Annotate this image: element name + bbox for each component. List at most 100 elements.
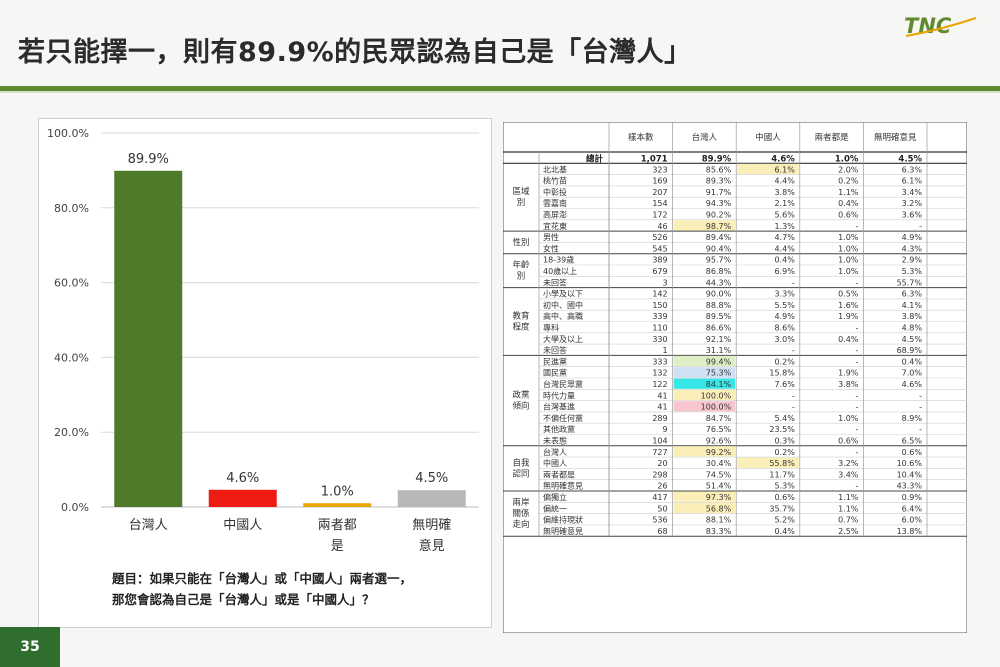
table-cell: 5.6% (774, 211, 795, 220)
table-cell: 339 (652, 312, 667, 321)
table-cell: 142 (652, 290, 667, 299)
highlight-cell (673, 491, 736, 502)
row-label: 雲嘉南 (543, 198, 567, 208)
bar (397, 490, 466, 507)
table-cell: 679 (652, 267, 667, 276)
table-cell: 3.0% (774, 335, 795, 344)
row-label: 無明確意見 (543, 481, 583, 491)
column-header: 兩者都是 (815, 133, 850, 143)
total-cell: 89.9% (702, 154, 732, 164)
row-label: 無明確意見 (543, 526, 583, 536)
row-label: 台灣人 (543, 447, 567, 457)
survey-question: 題目：如果只能在「台灣人」或「中國人」兩者選一， 那您會認為自己是「台灣人」或是… (112, 568, 412, 610)
table-cell: 536 (652, 516, 667, 525)
table-cell: 88.8% (706, 301, 732, 310)
table-cell: 3.6% (902, 211, 923, 220)
table-cell: 333 (652, 357, 667, 366)
table-cell: 1.9% (838, 369, 859, 378)
row-label: 18-39歲 (543, 255, 574, 265)
table-cell: 100.0% (701, 403, 732, 412)
table-cell: 5.3% (902, 267, 923, 276)
group-label: 走向 (512, 519, 529, 530)
table-cell: 2.1% (774, 199, 795, 208)
table-cell: 154 (652, 199, 667, 208)
highlight-cell (673, 401, 736, 412)
table-cell: 0.9% (902, 493, 923, 502)
table-cell: 7.0% (902, 369, 923, 378)
table-cell: 172 (652, 211, 667, 220)
table-cell: 0.4% (774, 256, 795, 265)
table-cell: 55.8% (769, 459, 795, 468)
column-header: 台灣人 (692, 132, 718, 143)
table-cell: - (856, 482, 859, 491)
table-cell: 1.0% (838, 256, 859, 265)
row-label: 未表態 (543, 436, 567, 446)
row-label: 國民黨 (543, 368, 567, 378)
group-label: 性別 (512, 237, 529, 248)
table-cell: 2.5% (838, 527, 859, 536)
highlight-cell (673, 355, 736, 367)
table-cell: 10.6% (897, 459, 923, 468)
table-cell: 88.1% (706, 516, 732, 525)
row-label: 桃竹苗 (543, 176, 567, 186)
table-cell: 35.7% (769, 504, 795, 513)
category-label: 兩者都 (318, 518, 357, 533)
highlight-cell (673, 220, 736, 231)
table-cell: 1.0% (838, 414, 859, 423)
group-label: 兩岸 (512, 498, 530, 508)
group-label: 別 (517, 198, 526, 208)
total-cell: 4.5% (898, 154, 922, 164)
table-cell: - (919, 391, 922, 400)
table-cell: 90.2% (706, 211, 732, 220)
table-cell: 15.8% (769, 369, 795, 378)
data-label: 4.5% (415, 471, 448, 486)
row-label: 中彰投 (543, 187, 567, 197)
total-cell: 1.0% (835, 154, 859, 164)
table-cell: - (856, 391, 859, 400)
table-cell: 90.0% (706, 290, 732, 299)
table-cell: - (856, 448, 859, 457)
table-cell: 56.8% (706, 504, 732, 513)
highlight-cell (673, 378, 736, 389)
y-tick-label: 40.0% (54, 351, 89, 364)
table-cell: 74.5% (706, 470, 732, 479)
table-cell: 6.4% (902, 504, 923, 513)
table-cell: 0.6% (902, 448, 923, 457)
category-label: 無明確 (412, 517, 451, 533)
y-tick-label: 0.0% (61, 501, 89, 514)
table-cell: 110 (652, 324, 667, 333)
table-cell: 51.4% (706, 482, 732, 491)
table-cell: 330 (652, 335, 667, 344)
table-cell: 6.3% (902, 165, 923, 174)
highlight-cell (673, 367, 736, 378)
row-label: 兩者都是 (543, 470, 575, 479)
group-label: 區域 (512, 186, 530, 197)
table-cell: 0.6% (838, 437, 859, 446)
table-cell: 3.8% (774, 188, 795, 197)
row-label: 男性 (543, 232, 559, 242)
table-cell: 0.4% (774, 527, 795, 536)
table-cell: 89.3% (706, 177, 732, 186)
table-cell: 84.1% (706, 380, 732, 389)
table-cell: 1.1% (838, 493, 859, 502)
table-cell: 4.6% (902, 380, 923, 389)
table-cell: - (792, 391, 795, 400)
table-cell: 7.6% (774, 380, 795, 389)
row-label: 大學及以上 (543, 334, 583, 344)
table-cell: 417 (652, 493, 667, 502)
page-number: 35 (0, 627, 60, 667)
table-cell: - (856, 278, 859, 287)
table-cell: 94.3% (706, 199, 732, 208)
table-cell: 4.3% (902, 244, 923, 253)
total-label: 總計 (586, 153, 604, 164)
category-label: 意見 (419, 538, 445, 554)
table-cell: 4.4% (774, 177, 795, 186)
table-cell: 3.4% (902, 188, 923, 197)
table-cell: 5.5% (774, 301, 795, 310)
table-cell: 11.7% (769, 470, 795, 479)
table-cell: 6.9% (774, 267, 795, 276)
table-cell: 41 (657, 403, 667, 412)
table-cell: 99.2% (706, 448, 732, 457)
table-cell: 4.9% (774, 312, 795, 321)
table-cell: - (856, 425, 859, 434)
